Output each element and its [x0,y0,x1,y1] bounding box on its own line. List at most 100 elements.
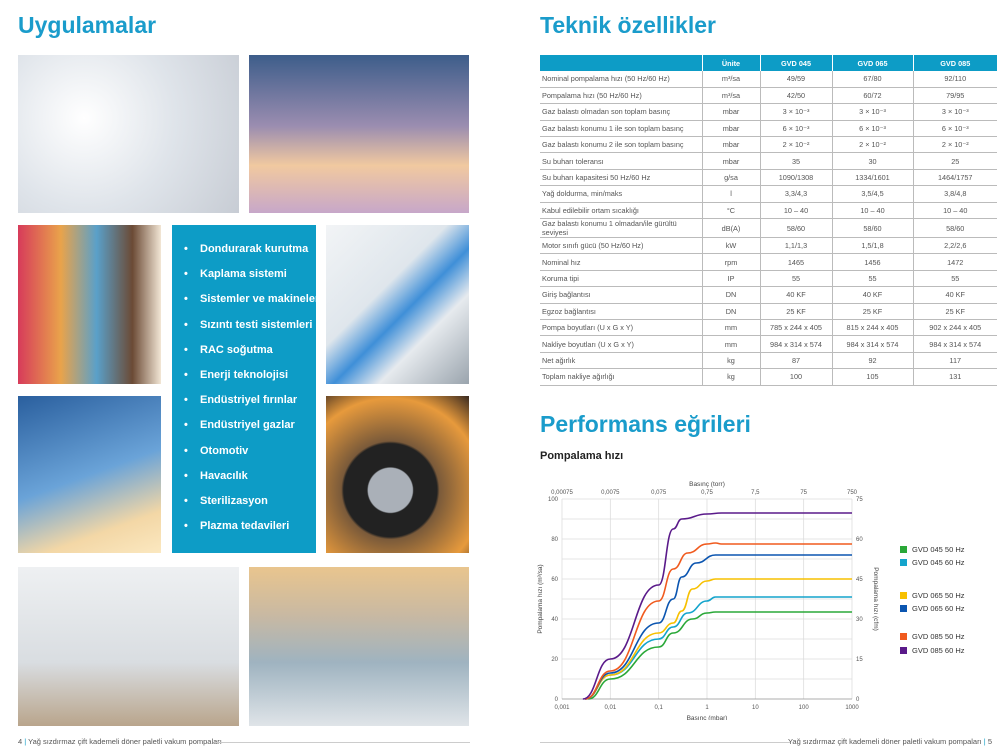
legend-item: GVD 065 60 Hz [900,604,965,613]
table-cell: Yağ doldurma, min/maks [540,185,703,203]
table-cell: Nominal pompalama hızı (50 Hz/60 Hz) [540,71,703,88]
footer-text: Yağ sızdırmaz çift kademeli döner paletl… [28,737,222,746]
table-cell: Su buharı toleransı [540,152,703,170]
table-cell: 984 x 314 x 574 [760,335,833,353]
table-cell: 25 KF [760,303,833,320]
page-title-specs: Teknik özellikler [540,12,716,38]
y-tick-label: 100 [548,497,559,503]
table-cell: 984 x 314 x 574 [832,335,914,353]
table-cell: 92/110 [913,71,997,88]
table-row: Gaz balastı konumu 2 ile son toplam bası… [540,136,997,154]
table-cell: 3,3/4,3 [760,185,833,203]
table-cell: 60/72 [832,87,914,105]
application-item: Sistemler ve makineler [172,293,319,318]
table-cell: 100 [760,368,833,386]
table-cell: Kabul edilebilir ortam sıcaklığı [540,202,703,220]
vials-photo [18,55,239,213]
table-cell: 2,2/2,6 [913,237,997,255]
table-cell: Egzoz bağlantısı [540,303,703,320]
table-cell: 1334/1601 [832,169,914,187]
table-cell: 30 [832,152,914,170]
application-item: RAC soğutma [172,344,316,369]
legend-item: GVD 085 50 Hz [900,632,965,641]
table-cell: Nominal hız [540,253,703,271]
y2-tick-label: 15 [856,657,863,663]
table-cell: 10 – 40 [913,202,997,220]
legend-swatch [900,605,907,612]
table-row: Motor sınıfı gücü (50 Hz/60 Hz) kW 1,1/1,3… [540,237,997,255]
x-tick-label: 100 [799,705,810,711]
table-cell: Pompa boyutları (U x G x Y) [540,319,703,337]
series-line-gvd-065-60-hz [584,554,852,700]
table-row: Pompa boyutları (U x G x Y) mm 785 x 244 x… [540,319,997,337]
legend-swatch [900,592,907,599]
table-cell: 10 – 40 [760,202,833,220]
table-row: Egzoz bağlantısı DN 25 KF 25 KF 25 KF [540,303,997,320]
table-cell: rpm [702,253,761,271]
applications-list: Dondurarak kurutma Kaplama sistemi Siste… [172,225,319,553]
x-tick-label: 0,1 [654,705,663,711]
table-cell: DN [702,286,761,304]
table-cell: 55 [832,270,914,288]
table-row: Gaz balastı olmadan son toplam basınç mba… [540,103,997,121]
table-cell: kW [702,237,761,255]
table-cell: 25 KF [913,303,997,320]
table-cell: 40 KF [913,286,997,304]
table-cell: Motor sınıfı gücü (50 Hz/60 Hz) [540,237,703,255]
table-cell: 1,5/1,8 [832,237,914,255]
table-cell: 3,5/4,5 [832,185,914,203]
table-cell: Gaz balastı olmadan son toplam basınç [540,103,703,121]
application-item: Enerji teknolojisi [172,369,316,394]
table-cell: 55 [913,270,997,288]
y2-tick-label: 45 [856,577,863,583]
y-tick-label: 40 [551,617,558,623]
table-cell: °C [702,202,761,220]
table-cell: 3 × 10⁻³ [913,103,997,121]
legend-label: GVD 085 50 Hz [912,632,965,641]
table-cell: 79/95 [913,87,997,105]
series-line-gvd-045-50-hz [588,611,852,700]
x2-tick-label: 0,075 [651,490,667,496]
table-cell: 815 x 244 x 405 [832,319,914,337]
table-cell: Gaz balastı konumu 2 ile son toplam bası… [540,136,703,154]
table-cell: 984 x 314 x 574 [913,335,997,353]
table-cell: 25 [913,152,997,170]
table-cell: 105 [832,368,914,386]
x-tick-label: 1 [705,705,709,711]
table-cell: 55 [760,270,833,288]
table-cell: mm [702,319,761,337]
table-row: Nominal pompalama hızı (50 Hz/60 Hz) m³/s… [540,71,997,88]
table-row: Koruma tipi IP 55 55 55 [540,270,997,288]
table-header-row: Ünite GVD 045 GVD 065 GVD 085 [540,55,997,71]
footer-text: Yağ sızdırmaz çift kademeli döner paletl… [787,737,982,746]
table-row: Net ağırlık kg 87 92 117 [540,352,997,370]
x2-tick-label: 0,0075 [601,490,620,496]
table-row: Giriş bağlantısı DN 40 KF 40 KF 40 KF [540,286,997,304]
table-cell: 785 x 244 x 405 [760,319,833,337]
table-cell: 1090/1308 [760,169,833,187]
glovebox-photo [18,567,239,726]
table-cell: DN [702,303,761,320]
table-header-cell: GVD 045 [760,55,833,71]
table-cell: 58/60 [913,218,997,239]
x2-axis-label: Basınç (torr) [689,481,725,488]
table-cell: 40 KF [832,286,914,304]
legend-item: GVD 045 60 Hz [900,558,965,567]
table-cell: Su buharı kapasitesi 50 Hz/60 Hz [540,169,703,187]
legend-swatch [900,633,907,640]
specs-table: Ünite GVD 045 GVD 065 GVD 085 Nominal pompal… [540,55,997,386]
table-cell: 25 KF [832,303,914,320]
table-cell: 902 x 244 x 405 [913,319,997,337]
table-cell: 40 KF [760,286,833,304]
performance-title: Performans eğrileri [540,411,751,437]
table-row: Yağ doldurma, min/maks l 3,3/4,3 3,5/4,5 3,8… [540,185,997,203]
application-item: Sterilizasyon [172,495,316,520]
x-axis-label: Basınç (mbar) [687,715,728,720]
table-cell: 117 [913,352,997,370]
y-tick-label: 20 [551,657,558,663]
airplane-photo [249,55,469,213]
legend-label: GVD 065 50 Hz [912,591,965,600]
table-cell: 2 × 10⁻² [913,136,997,154]
footer-left: 4 | Yağ sızdırmaz çift kademeli döner pa… [18,737,222,746]
footer-rule [540,742,790,743]
